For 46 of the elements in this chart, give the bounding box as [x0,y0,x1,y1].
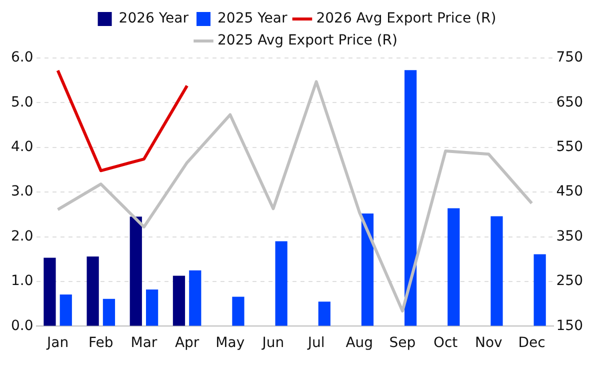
legend-label: 2026 Avg Export Price (R) [316,10,496,27]
bar [60,294,72,326]
bar [232,296,244,326]
bar [86,256,99,326]
x-tick-label: Sep [389,335,416,352]
y2-tick-label: 450 [556,184,584,200]
x-tick-label: Mar [130,335,158,352]
y-tick-label: 5.0 [11,94,34,110]
x-tick-label: Jul [306,335,325,352]
y-tick-label: 6.0 [11,50,34,66]
bar [102,298,116,326]
y-tick-label: 2.0 [11,228,34,244]
bar [275,241,288,326]
x-tick-label: Jan [46,335,69,352]
y-tick-label: 3.0 [11,184,34,200]
bar [172,276,186,326]
y2-tick-label: 750 [556,50,584,66]
y2-tick-label: 250 [556,273,584,290]
y2-tick-label: 650 [556,94,584,110]
bar [448,208,460,326]
y-tick-label: 0.0 [11,318,34,334]
x-tick-label: Oct [433,335,458,352]
x-tick-label: Nov [474,335,502,352]
y2-tick-label: 150 [556,318,584,334]
y-tick-label: 4.0 [11,139,34,156]
x-tick-label: Dec [518,335,546,352]
bar [318,302,330,326]
x-tick-label: May [216,335,245,352]
bar [404,70,417,326]
y2-tick-label: 550 [556,139,584,156]
x-tick-label: Aug [346,335,374,352]
legend-label: 2025 Avg Export Price (R) [218,32,398,49]
y-tick-label: 1.0 [11,273,34,290]
bar [534,254,546,326]
x-tick-label: Feb [88,335,114,352]
bar [130,216,142,326]
bar [361,214,374,326]
bar [146,290,158,326]
bar [44,258,56,326]
x-tick-label: Jun [261,335,284,352]
y2-tick-label: 350 [556,228,584,244]
x-tick-label: Apr [174,335,200,352]
bar [490,216,503,326]
legend-label: 2025 Year [218,10,288,27]
bar [189,270,202,326]
legend-label: 2026 Year [118,10,189,27]
